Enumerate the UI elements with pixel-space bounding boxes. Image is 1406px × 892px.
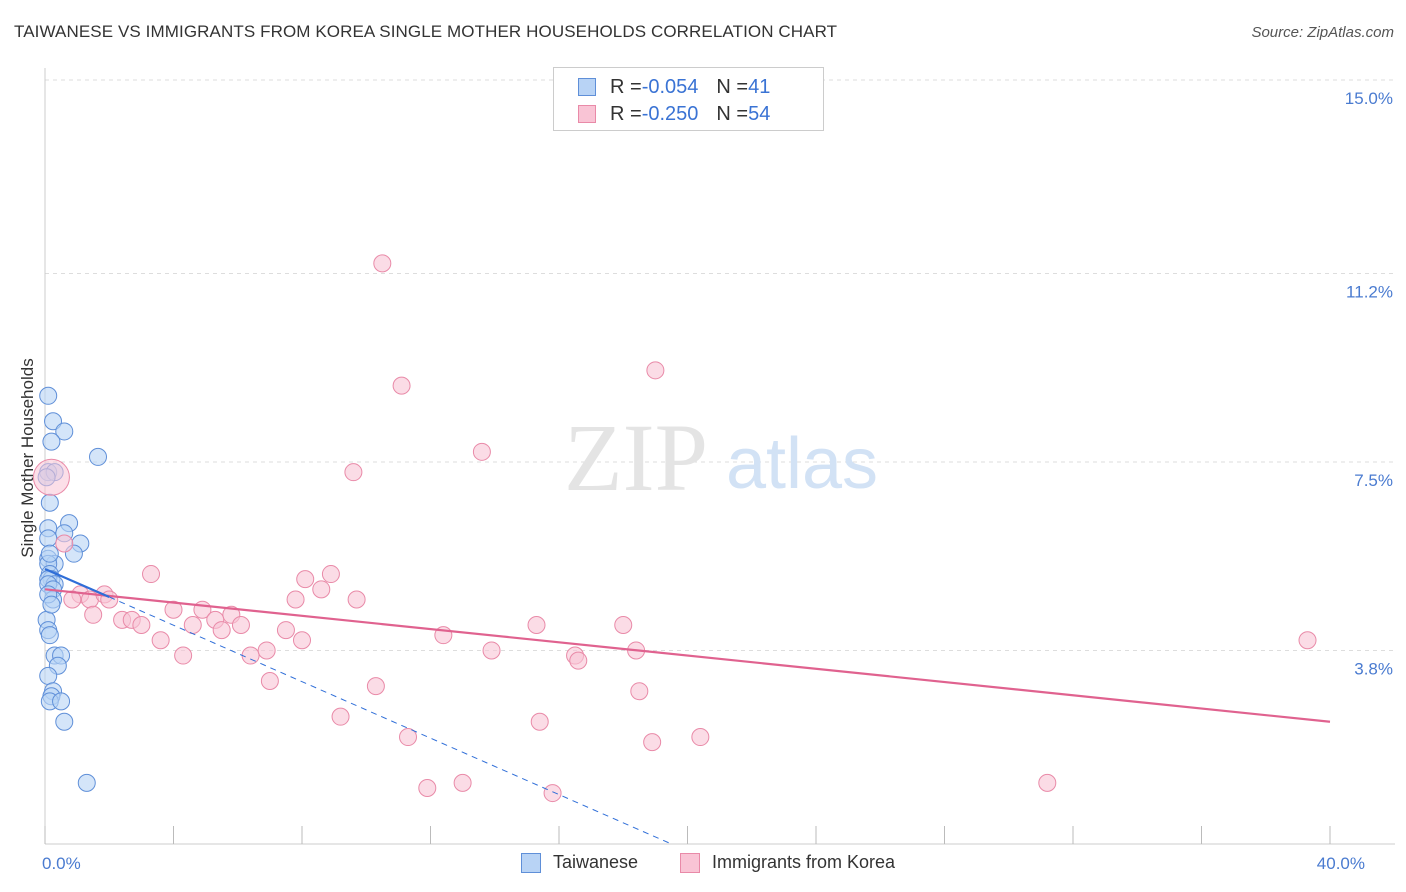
taiwanese-point bbox=[55, 422, 74, 441]
korea-point bbox=[344, 463, 363, 482]
taiwanese-point bbox=[44, 412, 63, 431]
taiwanese-point bbox=[39, 386, 58, 405]
legend-n-label: N = bbox=[716, 102, 749, 125]
korea-point bbox=[321, 565, 340, 584]
korea-point bbox=[392, 376, 411, 395]
korea-point bbox=[55, 534, 74, 553]
korea-point bbox=[530, 712, 549, 731]
korea-point bbox=[646, 361, 665, 380]
korea-point bbox=[164, 600, 183, 619]
legend-swatch-taiwanese bbox=[521, 852, 541, 873]
y-tick-label: 11.2% bbox=[1346, 283, 1393, 302]
korea-point bbox=[84, 605, 103, 624]
korea-point bbox=[331, 707, 350, 726]
korea-point bbox=[151, 631, 170, 650]
korea-point bbox=[399, 728, 418, 747]
korea-point bbox=[1298, 631, 1317, 650]
taiwanese-point bbox=[39, 666, 58, 685]
korea-point bbox=[614, 615, 633, 634]
korea-point bbox=[472, 442, 491, 461]
correlation-legend: R = -0.054 N = 41 R = -0.250 N = 54 bbox=[553, 67, 824, 131]
korea-point bbox=[231, 615, 250, 634]
legend-n-value: 41 bbox=[748, 75, 771, 98]
korea-point bbox=[543, 784, 562, 803]
taiwanese-point bbox=[52, 692, 71, 711]
grid-layer bbox=[45, 79, 1395, 651]
korea-point bbox=[643, 733, 662, 752]
korea-point bbox=[630, 682, 649, 701]
korea-point bbox=[142, 565, 161, 584]
legend-row-korea: R = -0.250 N = 54 bbox=[578, 102, 770, 126]
legend-label-korea: Immigrants from Korea bbox=[712, 852, 896, 872]
korea-point bbox=[482, 641, 501, 660]
legend-r-label: R = bbox=[610, 75, 642, 98]
korea-point bbox=[453, 773, 472, 792]
y-tick-label: 7.5% bbox=[1354, 471, 1393, 490]
korea-point bbox=[1038, 773, 1057, 792]
legend-swatch-korea bbox=[578, 105, 596, 123]
korea-point bbox=[293, 631, 311, 650]
legend-r-value: -0.250 bbox=[641, 102, 699, 125]
korea-point bbox=[373, 254, 392, 273]
taiwanese-trend-line bbox=[44, 567, 110, 598]
korea-point bbox=[212, 621, 231, 640]
korea-point bbox=[183, 615, 202, 634]
korea-point bbox=[32, 458, 70, 496]
taiwanese-point bbox=[40, 626, 59, 645]
korea-point bbox=[286, 590, 305, 609]
legend-label-taiwanese: Taiwanese bbox=[553, 852, 639, 872]
legend-item-taiwanese[interactable]: Taiwanese bbox=[521, 852, 638, 873]
korea-point bbox=[312, 580, 331, 599]
y-tick-label: 3.8% bbox=[1354, 659, 1393, 678]
legend-n-label: N = bbox=[716, 75, 749, 98]
taiwanese-point bbox=[39, 529, 58, 548]
series-legend: Taiwanese Immigrants from Korea bbox=[0, 852, 1406, 876]
legend-n-value: 54 bbox=[748, 102, 771, 125]
korea-point bbox=[63, 590, 82, 609]
korea-point bbox=[296, 570, 315, 589]
taiwanese-point bbox=[40, 544, 59, 563]
korea-point bbox=[174, 646, 193, 665]
taiwanese-point bbox=[42, 595, 61, 614]
legend-item-korea[interactable]: Immigrants from Korea bbox=[680, 852, 895, 873]
korea-point bbox=[418, 778, 437, 797]
chart-title: TAIWANESE VS IMMIGRANTS FROM KOREA SINGL… bbox=[14, 22, 838, 41]
korea-point bbox=[527, 615, 546, 634]
taiwanese-point bbox=[55, 712, 74, 731]
source-label: Source: ZipAtlas.com bbox=[1251, 24, 1394, 41]
korea-point bbox=[347, 590, 366, 609]
watermark-zip: ZIP bbox=[564, 404, 708, 511]
watermark-atlas: atlas bbox=[726, 424, 878, 504]
korea-point bbox=[691, 728, 710, 747]
taiwanese-point bbox=[40, 493, 59, 512]
korea-point bbox=[241, 646, 260, 665]
trend-layer bbox=[44, 567, 1331, 845]
taiwanese-point bbox=[42, 432, 61, 451]
korea-point bbox=[276, 621, 295, 640]
taiwanese-trend-extension bbox=[109, 596, 672, 845]
taiwanese-point bbox=[77, 773, 96, 792]
legend-r-label: R = bbox=[610, 102, 642, 125]
korea-point bbox=[569, 651, 588, 670]
legend-r-value: -0.054 bbox=[641, 75, 699, 98]
korea-point bbox=[257, 641, 276, 660]
x-tick-label: 0.0% bbox=[42, 854, 81, 873]
korea-point bbox=[132, 615, 151, 634]
x-tick-label: 40.0% bbox=[1317, 854, 1365, 873]
y-tick-label: 15.0% bbox=[1345, 89, 1393, 108]
axis-layer: 3.8% 7.5% 11.2% 15.0% 0.0% 40.0% bbox=[42, 68, 1395, 873]
korea-trend-line bbox=[44, 588, 1331, 723]
korea-point bbox=[366, 677, 385, 696]
points-layer bbox=[32, 254, 1317, 803]
taiwanese-point bbox=[89, 447, 108, 466]
legend-row-taiwanese: R = -0.054 N = 41 bbox=[578, 75, 770, 99]
korea-point bbox=[260, 672, 279, 691]
legend-swatch-taiwanese bbox=[578, 78, 596, 96]
legend-swatch-korea bbox=[680, 852, 700, 873]
